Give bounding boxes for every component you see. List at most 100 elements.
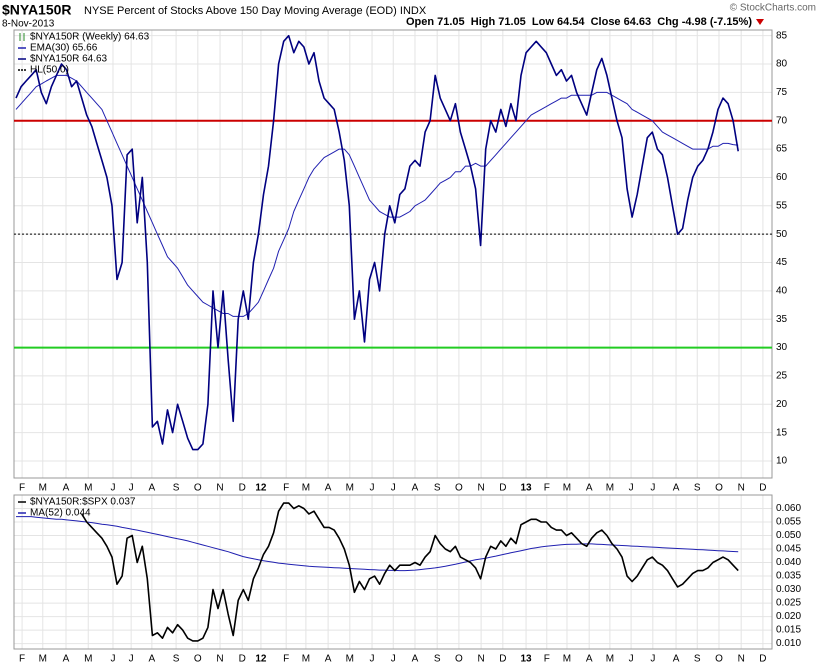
x-tick-label: N bbox=[216, 654, 223, 665]
plot-frame bbox=[13, 494, 773, 650]
x-tick-label: J bbox=[129, 654, 134, 665]
x-tick-label: J bbox=[129, 483, 134, 494]
y-tick-label: 80 bbox=[776, 59, 788, 70]
x-tick-label: J bbox=[370, 483, 375, 494]
x-tick-label: D bbox=[759, 483, 766, 494]
credit: © StockCharts.com bbox=[730, 3, 816, 14]
x-tick-label: D bbox=[499, 483, 506, 494]
series-line bbox=[81, 502, 739, 642]
x-tick-label: 12 bbox=[255, 654, 267, 665]
series-line bbox=[15, 34, 739, 451]
x-tick-label: O bbox=[455, 654, 463, 665]
x-tick-label: M bbox=[346, 483, 354, 494]
legend-label: $NYA150R:$SPX 0.037 bbox=[30, 497, 136, 508]
x-tick-label: A bbox=[673, 483, 680, 494]
y-tick-label: 0.010 bbox=[776, 638, 801, 649]
x-tick-label: S bbox=[434, 654, 441, 665]
x-tick-label: S bbox=[694, 483, 701, 494]
x-tick-label: A bbox=[149, 483, 156, 494]
description: NYSE Percent of Stocks Above 150 Day Mov… bbox=[84, 5, 427, 17]
y-tick-label: 85 bbox=[776, 30, 788, 41]
x-tick-label: M bbox=[39, 483, 47, 494]
x-tick-label: A bbox=[586, 483, 593, 494]
y-tick-label: 30 bbox=[776, 342, 788, 353]
x-tick-label: F bbox=[19, 654, 25, 665]
x-tick-label: 12 bbox=[255, 483, 267, 494]
y-tick-label: 0.050 bbox=[776, 530, 801, 541]
x-tick-label: A bbox=[412, 483, 419, 494]
x-tick-label: A bbox=[325, 654, 332, 665]
y-tick-label: 60 bbox=[776, 172, 788, 183]
x-tick-label: M bbox=[563, 654, 571, 665]
y-tick-label: 0.015 bbox=[776, 625, 801, 636]
y-tick-label: 35 bbox=[776, 314, 788, 325]
x-tick-label: D bbox=[759, 654, 766, 665]
x-tick-label: A bbox=[586, 654, 593, 665]
x-tick-label: D bbox=[239, 483, 246, 494]
x-tick-label: M bbox=[563, 483, 571, 494]
x-tick-label: J bbox=[370, 654, 375, 665]
x-tick-label: 13 bbox=[521, 483, 533, 494]
date: 8-Nov-2013 bbox=[2, 19, 55, 30]
y-tick-label: 25 bbox=[776, 371, 788, 382]
legend-label: MA(52) 0.044 bbox=[30, 508, 91, 519]
x-tick-label: A bbox=[412, 654, 419, 665]
x-tick-label: O bbox=[715, 654, 723, 665]
x-tick-label: M bbox=[302, 654, 310, 665]
x-tick-label: J bbox=[391, 483, 396, 494]
x-tick-label: A bbox=[673, 654, 680, 665]
y-tick-label: 45 bbox=[776, 257, 788, 268]
y-tick-label: 0.040 bbox=[776, 557, 801, 568]
x-tick-label: M bbox=[84, 654, 92, 665]
x-tick-label: J bbox=[650, 483, 655, 494]
x-tick-label: N bbox=[738, 654, 745, 665]
legend-label: $NYA150R 64.63 bbox=[30, 54, 108, 65]
x-tick-label: F bbox=[544, 483, 550, 494]
y-tick-label: 0.055 bbox=[776, 517, 801, 528]
y-tick-label: 55 bbox=[776, 200, 788, 211]
x-tick-label: O bbox=[194, 483, 202, 494]
y-tick-label: 70 bbox=[776, 115, 788, 126]
plot-frame bbox=[13, 29, 773, 479]
x-tick-label: F bbox=[283, 483, 289, 494]
y-tick-label: 40 bbox=[776, 286, 788, 297]
x-tick-label: D bbox=[239, 654, 246, 665]
x-tick-label: A bbox=[149, 654, 156, 665]
y-tick-label: 0.025 bbox=[776, 598, 801, 609]
x-tick-label: J bbox=[650, 654, 655, 665]
x-tick-label: M bbox=[302, 483, 310, 494]
x-tick-label: 13 bbox=[521, 654, 533, 665]
y-tick-label: 20 bbox=[776, 399, 788, 410]
down-arrow bbox=[756, 19, 764, 25]
x-tick-label: O bbox=[715, 483, 723, 494]
x-tick-label: N bbox=[216, 483, 223, 494]
x-tick-label: S bbox=[173, 654, 180, 665]
y-tick-label: 0.045 bbox=[776, 544, 801, 555]
x-tick-label: D bbox=[499, 654, 506, 665]
x-tick-label: A bbox=[63, 654, 70, 665]
x-tick-label: N bbox=[478, 654, 485, 665]
x-tick-label: S bbox=[694, 654, 701, 665]
x-tick-label: F bbox=[19, 483, 25, 494]
symbol: $NYA150R bbox=[2, 2, 72, 18]
x-tick-label: S bbox=[434, 483, 441, 494]
legend-label: HL(50.0) bbox=[30, 65, 69, 76]
x-tick-label: J bbox=[110, 483, 115, 494]
legend-label: EMA(30) 65.66 bbox=[30, 43, 98, 54]
y-tick-label: 0.060 bbox=[776, 503, 801, 514]
y-tick-label: 0.020 bbox=[776, 611, 801, 622]
y-tick-label: 0.030 bbox=[776, 584, 801, 595]
x-tick-label: S bbox=[173, 483, 180, 494]
x-tick-label: N bbox=[738, 483, 745, 494]
y-tick-label: 75 bbox=[776, 87, 788, 98]
x-tick-label: J bbox=[110, 654, 115, 665]
y-tick-label: 0.035 bbox=[776, 571, 801, 582]
x-tick-label: F bbox=[544, 654, 550, 665]
x-tick-label: M bbox=[606, 654, 614, 665]
series-line bbox=[15, 74, 739, 317]
y-tick-label: 50 bbox=[776, 229, 788, 240]
x-tick-label: M bbox=[39, 654, 47, 665]
x-tick-label: A bbox=[63, 483, 70, 494]
legend-label: $NYA150R (Weekly) 64.63 bbox=[30, 32, 150, 43]
